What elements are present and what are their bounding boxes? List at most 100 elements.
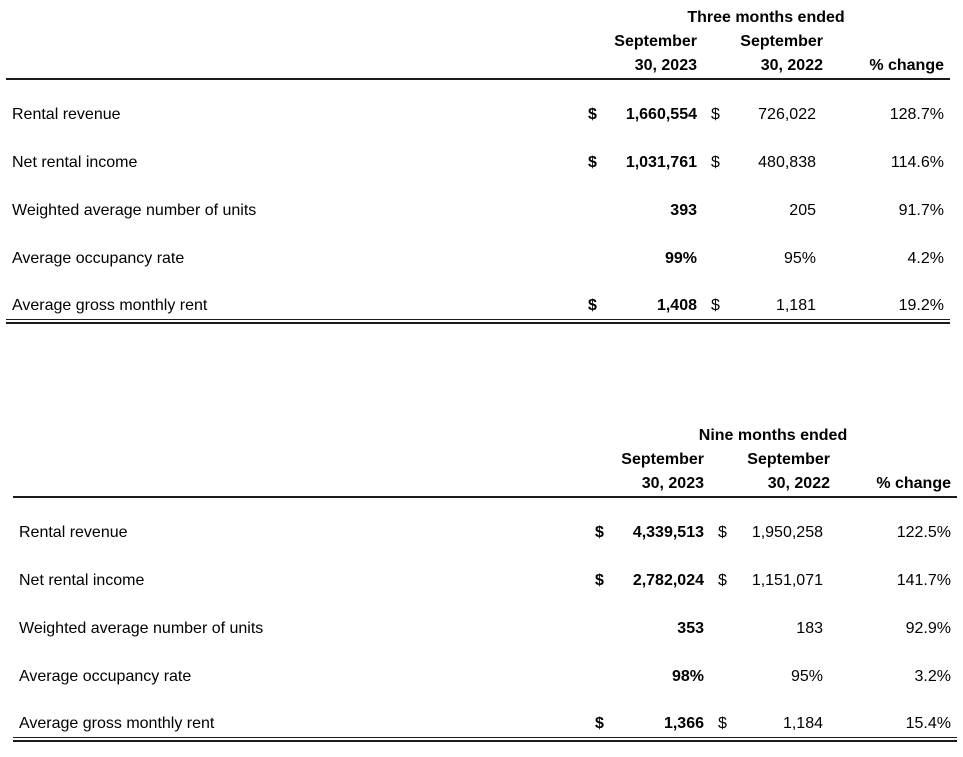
currency-symbol-2022: $ bbox=[718, 715, 727, 732]
table-row-net-rental-income: Net rental income $ 2,782,024 $ 1,151,07… bbox=[13, 546, 957, 594]
value-2022: 95% bbox=[783, 250, 816, 267]
pct-change-value: 19.2% bbox=[898, 297, 944, 314]
column-header-2022-date: 30, 2022 bbox=[767, 475, 830, 492]
value-2023: 99% bbox=[664, 250, 697, 267]
currency-symbol-2023 bbox=[582, 267, 606, 272]
pct-change-value: 141.7% bbox=[896, 572, 951, 589]
row-label: Rental revenue bbox=[19, 524, 128, 541]
period-title: Nine months ended bbox=[698, 427, 848, 444]
value-2022: 183 bbox=[796, 620, 823, 637]
column-header-2022: September 30, 2022 bbox=[701, 30, 827, 78]
currency-symbol-2022 bbox=[701, 267, 727, 272]
row-label: Average gross monthly rent bbox=[19, 715, 215, 732]
column-header-2023-date: 30, 2023 bbox=[634, 57, 697, 74]
value-2023: 393 bbox=[670, 202, 697, 219]
value-2022: 1,181 bbox=[775, 297, 816, 314]
value-2022: 726,022 bbox=[758, 106, 816, 123]
row-label: Weighted average number of units bbox=[12, 202, 257, 219]
value-2022: 1,950,258 bbox=[751, 524, 823, 541]
value-2023: 2,782,024 bbox=[632, 572, 704, 589]
pct-change-value: 92.9% bbox=[905, 620, 951, 637]
three-months-table-header: Three months ended September 30, 2023 Se… bbox=[6, 6, 950, 80]
pct-change-value: 122.5% bbox=[896, 524, 951, 541]
currency-symbol-2023: $ bbox=[595, 572, 604, 589]
currency-symbol-2022: $ bbox=[718, 572, 727, 589]
column-header-2022-month: September bbox=[740, 33, 823, 50]
currency-symbol-2023 bbox=[582, 219, 606, 224]
column-header-2023-month: September bbox=[621, 451, 704, 468]
table-row-rental-revenue: Rental revenue $ 1,660,554 $ 726,022 128… bbox=[6, 80, 950, 128]
column-header-2023: September 30, 2023 bbox=[582, 30, 701, 78]
period-row: Three months ended bbox=[6, 6, 950, 30]
row-label: Rental revenue bbox=[12, 106, 121, 123]
row-label: Net rental income bbox=[12, 154, 138, 171]
row-label: Average occupancy rate bbox=[19, 668, 192, 685]
header-spacer bbox=[13, 448, 589, 496]
currency-symbol-2023 bbox=[589, 637, 613, 642]
currency-symbol-2023: $ bbox=[588, 154, 597, 171]
currency-symbol-2022: $ bbox=[711, 154, 720, 171]
currency-symbol-2022 bbox=[701, 219, 727, 224]
column-header-2022-month: September bbox=[747, 451, 830, 468]
pct-change-value: 4.2% bbox=[907, 250, 944, 267]
pct-change-value: 91.7% bbox=[898, 202, 944, 219]
table-bottom-rule bbox=[13, 740, 957, 742]
nine-months-table: Nine months ended September 30, 2023 Sep… bbox=[13, 424, 957, 742]
row-label: Average occupancy rate bbox=[12, 250, 185, 267]
row-label: Weighted average number of units bbox=[19, 620, 264, 637]
table-row-average-occupancy-rate: Average occupancy rate 99% 95% 4.2% bbox=[6, 224, 950, 272]
currency-symbol-2023: $ bbox=[588, 106, 597, 123]
column-headers-row: September 30, 2023 September 30, 2022 % … bbox=[6, 30, 950, 78]
column-header-2023-month: September bbox=[614, 33, 697, 50]
column-header-2022-date: 30, 2022 bbox=[760, 57, 823, 74]
nine-months-table-header: Nine months ended September 30, 2023 Sep… bbox=[13, 424, 957, 498]
value-2022: 1,184 bbox=[782, 715, 823, 732]
value-2023: 1,366 bbox=[663, 715, 704, 732]
value-2023: 1,408 bbox=[656, 297, 697, 314]
currency-symbol-2023: $ bbox=[595, 524, 604, 541]
column-header-2023-date: 30, 2023 bbox=[641, 475, 704, 492]
table-row-weighted-average-units: Weighted average number of units 393 205… bbox=[6, 176, 950, 224]
pct-change-value: 114.6% bbox=[890, 154, 944, 171]
currency-symbol-2022: $ bbox=[718, 524, 727, 541]
header-spacer bbox=[6, 6, 582, 30]
row-label: Net rental income bbox=[19, 572, 145, 589]
currency-symbol-2023 bbox=[589, 685, 613, 690]
table-row-average-gross-monthly-rent: Average gross monthly rent $ 1,408 $ 1,1… bbox=[6, 272, 950, 320]
value-2022: 205 bbox=[789, 202, 816, 219]
row-label: Average gross monthly rent bbox=[12, 297, 208, 314]
column-header-pct-change: % change bbox=[869, 57, 944, 74]
currency-symbol-2022 bbox=[708, 637, 734, 642]
value-2023: 98% bbox=[671, 668, 704, 685]
period-row: Nine months ended bbox=[13, 424, 957, 448]
currency-symbol-2023: $ bbox=[588, 297, 597, 314]
currency-symbol-2022 bbox=[708, 685, 734, 690]
currency-symbol-2023: $ bbox=[595, 715, 604, 732]
three-months-table: Three months ended September 30, 2023 Se… bbox=[6, 6, 950, 324]
value-2022: 480,838 bbox=[758, 154, 816, 171]
table-bottom-rule bbox=[6, 322, 950, 324]
value-2023: 4,339,513 bbox=[632, 524, 704, 541]
pct-change-value: 3.2% bbox=[914, 668, 951, 685]
column-headers-row: September 30, 2023 September 30, 2022 % … bbox=[13, 448, 957, 496]
value-2023: 1,660,554 bbox=[625, 106, 697, 123]
value-2022: 1,151,071 bbox=[751, 572, 823, 589]
pct-change-value: 128.7% bbox=[889, 106, 944, 123]
table-row-net-rental-income: Net rental income $ 1,031,761 $ 480,838 … bbox=[6, 128, 950, 176]
value-2023: 353 bbox=[677, 620, 704, 637]
column-header-2022: September 30, 2022 bbox=[708, 448, 834, 496]
currency-symbol-2022: $ bbox=[711, 297, 720, 314]
table-row-average-occupancy-rate: Average occupancy rate 98% 95% 3.2% bbox=[13, 642, 957, 690]
table-row-average-gross-monthly-rent: Average gross monthly rent $ 1,366 $ 1,1… bbox=[13, 690, 957, 738]
currency-symbol-2022: $ bbox=[711, 106, 720, 123]
header-spacer bbox=[13, 424, 589, 448]
column-header-pct-change: % change bbox=[876, 475, 951, 492]
table-row-rental-revenue: Rental revenue $ 4,339,513 $ 1,950,258 1… bbox=[13, 498, 957, 546]
column-header-2023: September 30, 2023 bbox=[589, 448, 708, 496]
header-spacer bbox=[6, 30, 582, 78]
value-2022: 95% bbox=[790, 668, 823, 685]
table-row-weighted-average-units: Weighted average number of units 353 183… bbox=[13, 594, 957, 642]
pct-change-value: 15.4% bbox=[905, 715, 951, 732]
period-title: Three months ended bbox=[687, 9, 845, 26]
value-2023: 1,031,761 bbox=[625, 154, 697, 171]
